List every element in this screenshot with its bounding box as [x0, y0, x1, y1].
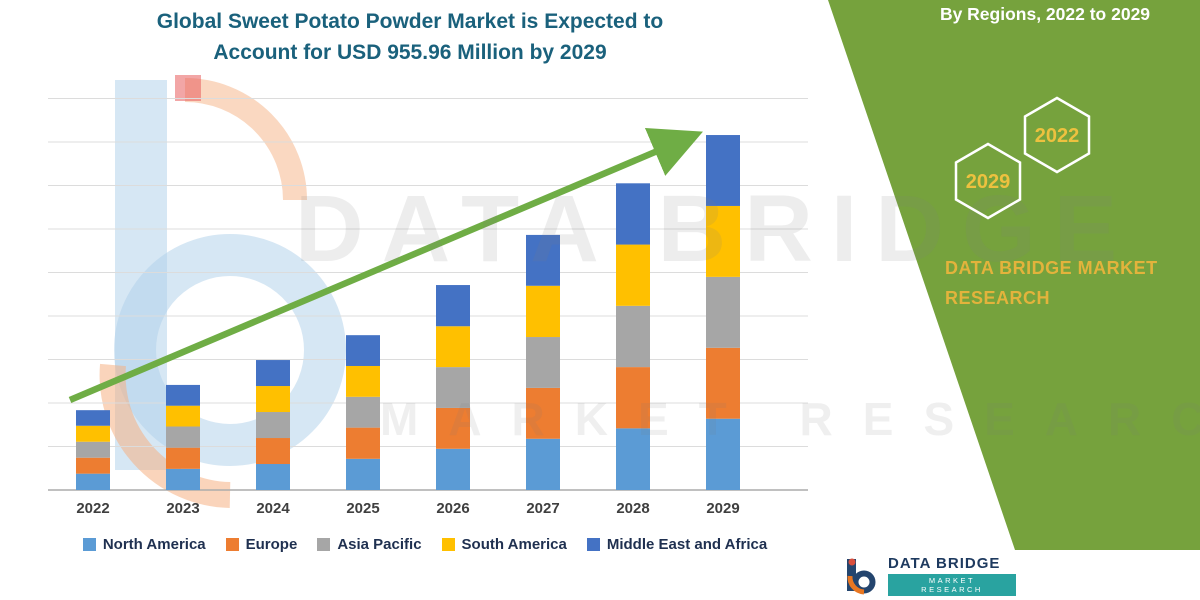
hexagon-2022-label: 2022	[1035, 125, 1080, 147]
bar-segment-north-america	[526, 438, 560, 490]
bar-segment-asia-pacific	[436, 367, 470, 408]
x-axis-label: 2029	[706, 500, 739, 517]
chart-bars	[76, 135, 740, 490]
bar-segment-middle-east-and-africa	[256, 360, 290, 387]
legend-label: Europe	[245, 536, 298, 553]
x-axis-label: 2023	[166, 500, 199, 517]
bar-segment-north-america	[256, 464, 290, 490]
bar-segment-south-america	[706, 205, 740, 277]
bar-segment-middle-east-and-africa	[346, 335, 380, 366]
bar-segment-north-america	[166, 468, 200, 490]
bar-segment-europe	[526, 387, 560, 439]
side-panel-heading: By Regions, 2022 to 2029	[939, 4, 1151, 24]
bar-segment-north-america	[706, 418, 740, 490]
bar-segment-europe	[616, 367, 650, 429]
year-hexagons: 2022 2029	[954, 96, 1091, 220]
page-title-line1: Global Sweet Potato Powder Market is Exp…	[156, 10, 664, 33]
bar-segment-south-america	[526, 285, 560, 338]
bar-segment-middle-east-and-africa	[166, 384, 200, 406]
bar-segment-middle-east-and-africa	[526, 234, 560, 286]
legend-swatch	[317, 538, 331, 551]
bar-segment-europe	[436, 407, 470, 449]
chart-x-axis-labels: 2022 2023 2024 2025 2026 2027 2028 2029	[76, 500, 739, 517]
bar-segment-middle-east-and-africa	[76, 410, 110, 426]
footer-logo: DATA BRIDGE MARKET RESEARCH	[828, 550, 1200, 600]
legend-swatch	[586, 538, 600, 551]
hexagon-2029-label: 2029	[966, 171, 1011, 193]
bar-segment-europe	[76, 457, 110, 474]
hexagon-2029: 2029	[954, 142, 1022, 220]
chart-gridlines	[48, 98, 808, 491]
stacked-bar-chart: 2022 2023 2024 2025 2026 2027 2028 2029	[48, 98, 808, 517]
legend-label: Middle East and Africa	[606, 536, 768, 553]
bar-segment-middle-east-and-africa	[616, 183, 650, 245]
bar-segment-asia-pacific	[526, 337, 560, 388]
brand-text-line1: DATA BRIDGE MARKET	[945, 258, 1158, 278]
bar-segment-south-america	[436, 326, 470, 368]
bar-segment-south-america	[616, 244, 650, 306]
bar-segment-europe	[706, 347, 740, 419]
brand-text-line2: RESEARCH	[945, 288, 1051, 308]
hexagon-2022: 2022	[1023, 96, 1091, 174]
x-axis-label: 2022	[76, 500, 109, 517]
legend-label: North America	[102, 536, 206, 553]
bar-segment-asia-pacific	[346, 396, 380, 428]
bar-segment-south-america	[256, 386, 290, 413]
bar-segment-asia-pacific	[166, 426, 200, 448]
page-title: Global Sweet Potato Powder Market is Exp…	[110, 6, 710, 68]
bar-segment-north-america	[436, 448, 470, 490]
legend-label: South America	[461, 536, 567, 553]
page-title-line2: Account for USD 955.96 Million by 2029	[213, 41, 607, 64]
legend-item-south-america: South America	[441, 536, 567, 553]
bar-segment-asia-pacific	[616, 305, 650, 368]
bar-segment-asia-pacific	[706, 276, 740, 348]
legend-item-europe: Europe	[225, 536, 298, 553]
legend-swatch	[82, 538, 96, 551]
x-axis-label: 2028	[616, 500, 649, 517]
x-axis-label: 2024	[256, 500, 290, 517]
bar-segment-south-america	[166, 405, 200, 427]
legend-item-middle-east-and-africa: Middle East and Africa	[586, 536, 768, 553]
footer-logo-tagline: MARKET RESEARCH	[888, 573, 1016, 596]
footer-logo-b-icon	[847, 558, 876, 595]
bar-segment-asia-pacific	[256, 412, 290, 439]
bar-segment-europe	[166, 447, 200, 469]
x-axis-label: 2026	[436, 500, 469, 517]
bar-segment-north-america	[616, 428, 650, 490]
bar-segment-asia-pacific	[76, 441, 110, 458]
legend-item-asia-pacific: Asia Pacific	[317, 536, 422, 553]
bar-segment-europe	[346, 427, 380, 459]
bar-segment-south-america	[76, 425, 110, 442]
x-axis-label: 2027	[526, 500, 559, 517]
bar-segment-south-america	[346, 365, 380, 397]
bar-segment-middle-east-and-africa	[706, 135, 740, 206]
bar-segment-north-america	[76, 473, 110, 490]
legend-swatch	[441, 538, 455, 551]
legend-item-north-america: North America	[82, 536, 206, 553]
x-axis-label: 2025	[346, 500, 379, 517]
bar-segment-europe	[256, 438, 290, 465]
chart-legend: North America Europe Asia Pacific South Ame…	[30, 536, 820, 553]
legend-swatch	[225, 538, 239, 551]
legend-label: Asia Pacific	[337, 536, 422, 553]
bar-segment-middle-east-and-africa	[436, 285, 470, 327]
footer-logo-name: DATA BRIDGE	[888, 554, 1001, 572]
bar-segment-north-america	[346, 458, 380, 490]
brand-text: DATA BRIDGE MARKET RESEARCH	[945, 253, 1185, 313]
